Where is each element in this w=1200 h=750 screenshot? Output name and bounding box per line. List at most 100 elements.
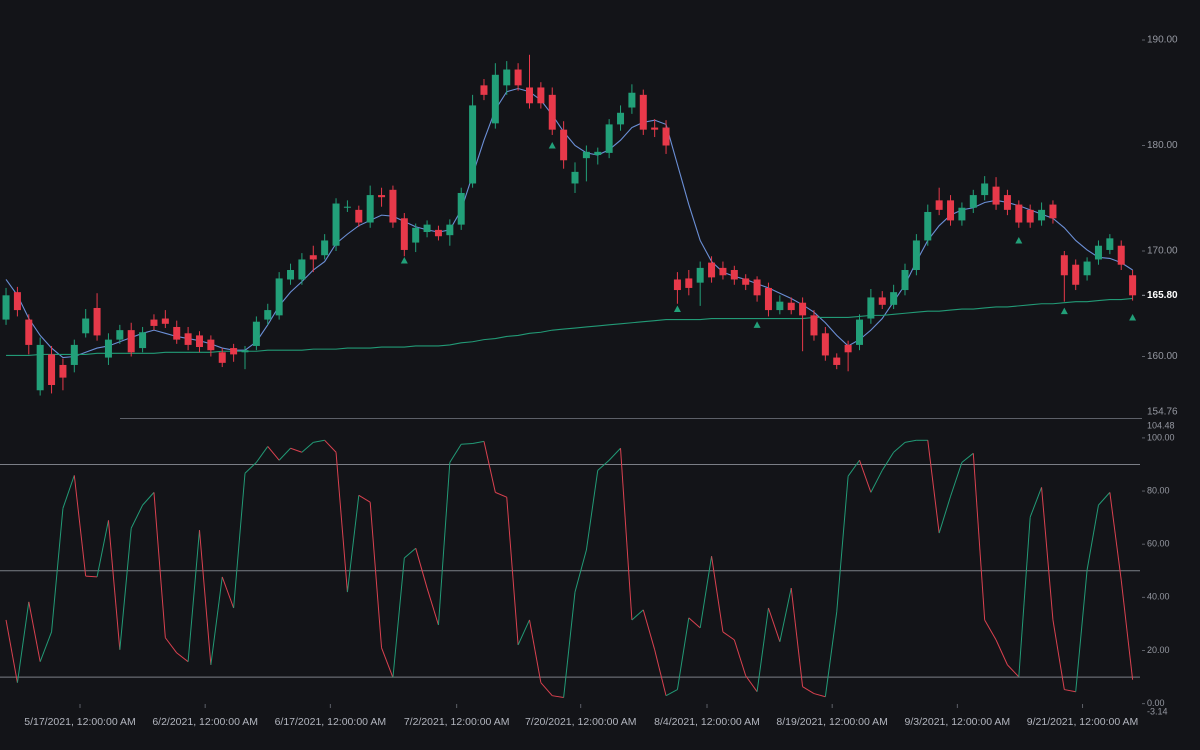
osc-segment <box>597 459 610 471</box>
candle-body <box>400 218 408 250</box>
osc-segment <box>779 587 792 642</box>
candle-body <box>605 124 613 153</box>
candle-body <box>799 302 807 316</box>
osc-segment <box>403 547 417 559</box>
osc-segment <box>381 647 394 678</box>
osc-segment <box>415 548 428 589</box>
osc-segment <box>107 520 121 650</box>
moving-average <box>6 297 1133 357</box>
candle-body <box>321 240 329 256</box>
osc-segment <box>961 452 974 463</box>
osc-segment <box>233 473 246 609</box>
osc-segment <box>528 619 542 683</box>
candle-body <box>139 332 147 349</box>
candle-body <box>389 189 397 223</box>
osc-segment <box>495 491 507 498</box>
candle-body <box>264 310 272 320</box>
candle-body <box>776 301 784 311</box>
candle-body <box>150 319 158 326</box>
candle-body <box>252 321 260 346</box>
osc-segment <box>449 444 462 463</box>
candle-body <box>1003 195 1011 210</box>
candle-body <box>2 295 10 320</box>
osc-segment <box>733 639 747 676</box>
candle-body <box>901 269 909 291</box>
osc-y-tick-label: 20.00 <box>1147 645 1170 655</box>
candle-body <box>639 94 647 130</box>
candle-body <box>1026 209 1034 223</box>
osc-y-tick-label: 100.00 <box>1147 432 1175 442</box>
candle-body <box>184 333 192 345</box>
x-tick-label: 7/20/2021, 12:00:00 AM <box>525 716 637 728</box>
osc-segment <box>461 442 473 445</box>
osc-y-tick-label: 60.00 <box>1147 539 1170 549</box>
candle-body <box>1106 238 1114 250</box>
candle-body <box>82 318 90 334</box>
candle-body <box>491 74 499 124</box>
osc-segment <box>1098 492 1111 506</box>
osc-segment <box>995 639 1008 666</box>
candle-body <box>651 127 659 130</box>
osc-segment <box>813 693 826 698</box>
candle-body <box>116 330 124 340</box>
last-value-label: 165.80 <box>1147 290 1178 301</box>
y-axis-min-label: 154.76 <box>1147 406 1178 417</box>
osc-segment <box>153 492 166 638</box>
candle-body <box>309 255 317 260</box>
osc-segment <box>1041 487 1054 620</box>
osc-segment <box>870 470 883 493</box>
osc-segment <box>881 451 895 471</box>
y-tick-label: 190.00 <box>1147 35 1178 46</box>
osc-segment <box>859 460 872 493</box>
osc-segment <box>164 637 178 654</box>
signal-marker <box>753 321 761 328</box>
osc-segment <box>688 617 701 629</box>
candle-body <box>457 192 465 225</box>
candle-body <box>298 259 306 280</box>
candle-body <box>173 326 181 340</box>
candle-body <box>947 200 955 221</box>
osc-segment <box>313 439 325 443</box>
osc-segment <box>767 607 781 642</box>
osc-segment <box>802 686 815 694</box>
osc-segment <box>437 462 451 626</box>
osc-segment <box>278 447 291 461</box>
osc-segment <box>699 556 713 628</box>
osc-segment <box>893 442 906 453</box>
candle-body <box>36 344 44 391</box>
candle-body <box>685 278 693 288</box>
candle-body <box>753 279 761 296</box>
candle-body <box>594 151 602 155</box>
x-tick-label: 5/17/2021, 12:00:00 AM <box>24 716 136 728</box>
candle-body <box>708 262 716 278</box>
x-tick-label: 8/19/2021, 12:00:00 AM <box>776 716 888 728</box>
osc-segment <box>631 609 644 621</box>
osc-axis-min-label: -3.14 <box>1147 706 1168 716</box>
osc-segment <box>119 528 132 650</box>
signal-marker <box>1015 236 1023 244</box>
signal-marker <box>673 305 681 313</box>
osc-segment <box>824 611 838 697</box>
osc-segment <box>483 441 496 493</box>
candle-body <box>662 127 670 146</box>
candle-body <box>742 278 750 285</box>
candle-body <box>469 105 477 184</box>
candle-body <box>93 307 101 336</box>
osc-segment <box>244 461 257 474</box>
osc-y-tick-label: 80.00 <box>1147 485 1170 495</box>
candle-body <box>1060 255 1068 276</box>
osc-segment <box>324 439 337 453</box>
osc-segment <box>267 446 280 461</box>
osc-segment <box>950 462 963 497</box>
osc-segment <box>301 442 314 453</box>
candle-body <box>127 330 135 353</box>
osc-segment <box>540 682 553 697</box>
osc-segment <box>847 459 860 477</box>
candle-body <box>673 279 681 291</box>
osc-segment <box>506 497 519 645</box>
osc-segment <box>665 689 678 697</box>
candle-body <box>275 278 283 316</box>
osc-segment <box>1064 689 1076 693</box>
osc-segment <box>358 494 371 503</box>
